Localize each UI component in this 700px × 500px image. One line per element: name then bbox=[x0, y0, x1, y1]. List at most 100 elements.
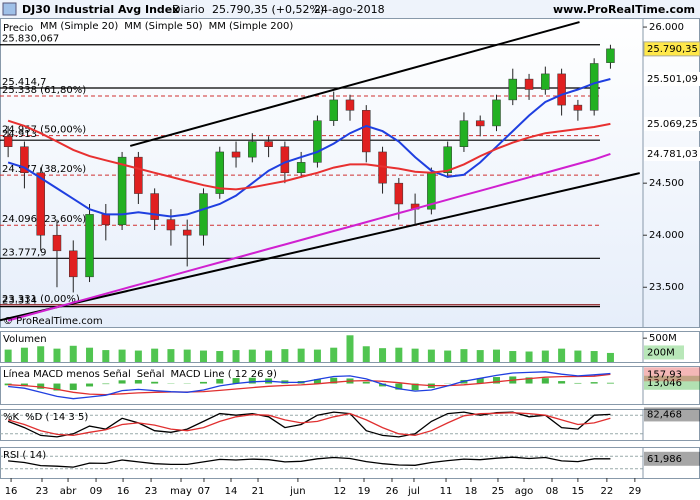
bar bbox=[541, 378, 549, 384]
value-tag bbox=[644, 375, 700, 390]
candle-body bbox=[264, 141, 273, 147]
x-tick-label: 29 bbox=[628, 486, 641, 497]
bar bbox=[558, 381, 566, 384]
bar bbox=[395, 383, 403, 390]
candle-body bbox=[215, 151, 225, 194]
candle-body bbox=[199, 193, 208, 236]
bar bbox=[541, 350, 549, 362]
copyright: © ProRealTime.com bbox=[3, 316, 103, 327]
bar bbox=[216, 378, 224, 384]
price-label: Precio bbox=[3, 23, 33, 34]
level-label: 24.957 (50,00%) bbox=[2, 125, 86, 136]
bar bbox=[232, 350, 240, 362]
candle-body bbox=[524, 78, 534, 90]
x-tick-label: 15 bbox=[572, 486, 585, 497]
bar bbox=[37, 383, 45, 389]
bar bbox=[379, 348, 387, 362]
plot-area: 25.830,067 25.414,725.338 (61,80%) 24.957 … bbox=[0, 21, 640, 322]
bar bbox=[53, 383, 61, 391]
bar bbox=[167, 349, 175, 362]
value-tag-label: 157,93 bbox=[647, 369, 682, 380]
icon bbox=[2, 2, 17, 16]
bar bbox=[151, 348, 159, 362]
series-line bbox=[7, 152, 611, 322]
candle-body bbox=[150, 193, 159, 220]
bar bbox=[590, 382, 598, 384]
bar bbox=[330, 347, 338, 362]
candle-body bbox=[101, 214, 111, 226]
bar bbox=[574, 350, 582, 362]
y-tick-label: 500M bbox=[649, 333, 677, 344]
candle-body bbox=[541, 73, 550, 90]
candle-body bbox=[345, 99, 355, 111]
legend-label: Línea MACD menos Señal bbox=[3, 368, 131, 380]
value-tag-label: 25.069,25 bbox=[647, 119, 698, 130]
bar bbox=[53, 348, 61, 362]
legend-label: Señal bbox=[137, 369, 165, 380]
bar bbox=[37, 346, 45, 362]
y-tick-label: 23.500 bbox=[649, 282, 684, 293]
candle-body bbox=[248, 141, 257, 158]
trendline bbox=[0, 172, 640, 322]
level-label: 25.414,7 bbox=[2, 77, 47, 88]
panel bbox=[0, 447, 700, 479]
source: www.ProRealTime.com bbox=[553, 3, 695, 16]
candle-body bbox=[52, 234, 62, 252]
candle-body bbox=[459, 120, 469, 147]
x-tick-label: 09 bbox=[90, 486, 103, 497]
panels: 25.830,067 25.414,725.338 (61,80%) 24.957 … bbox=[0, 18, 700, 497]
bar bbox=[134, 350, 142, 362]
candle-body bbox=[166, 219, 176, 231]
panel bbox=[0, 18, 700, 328]
bar bbox=[297, 348, 305, 362]
plot-area bbox=[0, 411, 643, 438]
bar bbox=[476, 378, 484, 384]
value-tag bbox=[644, 407, 700, 422]
bar bbox=[492, 377, 500, 384]
candle-body bbox=[117, 156, 127, 226]
level-label: 24.913 bbox=[2, 129, 37, 140]
bar bbox=[558, 348, 566, 362]
value-tag-label: 24.781,03 bbox=[647, 149, 698, 160]
price-tag bbox=[643, 41, 700, 57]
header-bar bbox=[0, 0, 700, 18]
bar bbox=[199, 350, 207, 362]
series-line bbox=[7, 412, 611, 437]
value-tag bbox=[644, 146, 700, 161]
bar bbox=[313, 379, 321, 384]
x-tick-label: 12 bbox=[334, 486, 347, 497]
bar bbox=[427, 349, 435, 362]
value-tag-label: 61,986 bbox=[647, 454, 682, 465]
level-label: 23.777,9 bbox=[2, 247, 47, 258]
bar bbox=[509, 351, 517, 362]
level-label: 23.314 bbox=[2, 296, 37, 307]
bar bbox=[362, 346, 370, 362]
bar bbox=[590, 351, 598, 362]
bar bbox=[248, 349, 256, 362]
level-label: 25.830,067 bbox=[2, 34, 59, 45]
candle-body bbox=[313, 120, 322, 163]
bar bbox=[20, 383, 28, 387]
panel bbox=[0, 366, 700, 405]
x-tick-label: 23 bbox=[36, 486, 49, 497]
x-tick-label: 11 bbox=[440, 486, 453, 497]
legend-label: RSI ( 14) bbox=[3, 450, 46, 461]
candle-body bbox=[20, 146, 29, 174]
candle-body bbox=[182, 229, 192, 236]
bar bbox=[492, 349, 500, 362]
x-tick-label: 19 bbox=[358, 486, 371, 497]
candle-body bbox=[443, 146, 452, 174]
bar bbox=[411, 383, 419, 391]
x-tick-label: 07 bbox=[198, 486, 211, 497]
value-tag-label: 25.501,09 bbox=[647, 74, 698, 85]
candle-body bbox=[69, 250, 78, 278]
value-tag bbox=[644, 116, 700, 131]
legend-label: MM (Simple 50) bbox=[124, 21, 202, 32]
series-line bbox=[8, 371, 611, 400]
bar bbox=[69, 383, 77, 390]
bar bbox=[330, 377, 338, 384]
candle-body bbox=[231, 151, 241, 158]
bar bbox=[525, 377, 533, 384]
value-tag bbox=[644, 451, 700, 466]
